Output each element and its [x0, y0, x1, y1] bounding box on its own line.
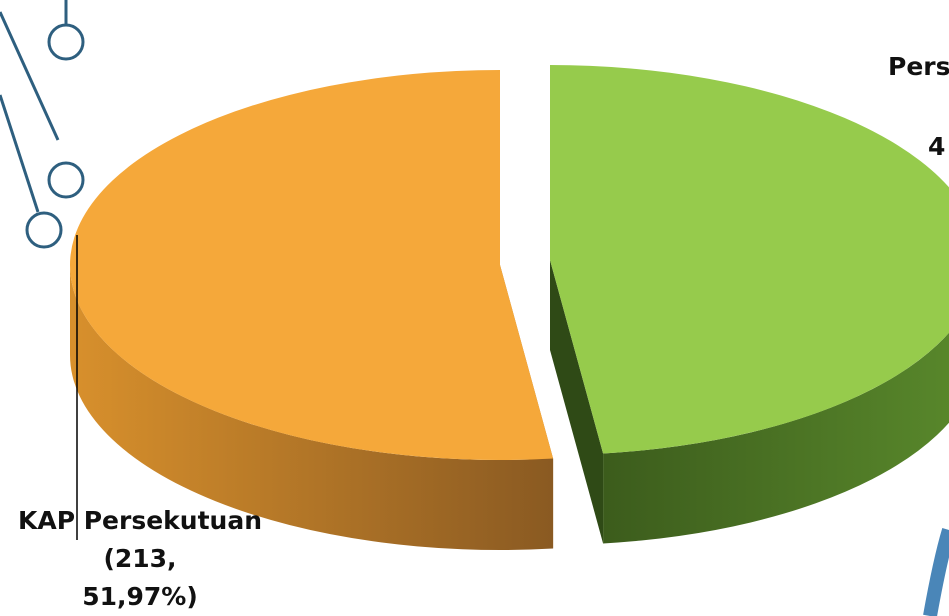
slice-side — [70, 265, 554, 550]
slice-cut-face — [550, 260, 604, 544]
slice-side — [603, 332, 949, 544]
slice-label: KAP Persekutuan — [18, 506, 262, 535]
pie — [70, 65, 949, 550]
slice — [70, 70, 554, 460]
slice-value-label: (213, — [103, 544, 176, 573]
slice-value-label: 51,97%) — [82, 582, 198, 611]
slice — [550, 65, 949, 454]
slice-value-label: 4 — [928, 132, 945, 161]
slice-label: Pers — [888, 52, 949, 81]
